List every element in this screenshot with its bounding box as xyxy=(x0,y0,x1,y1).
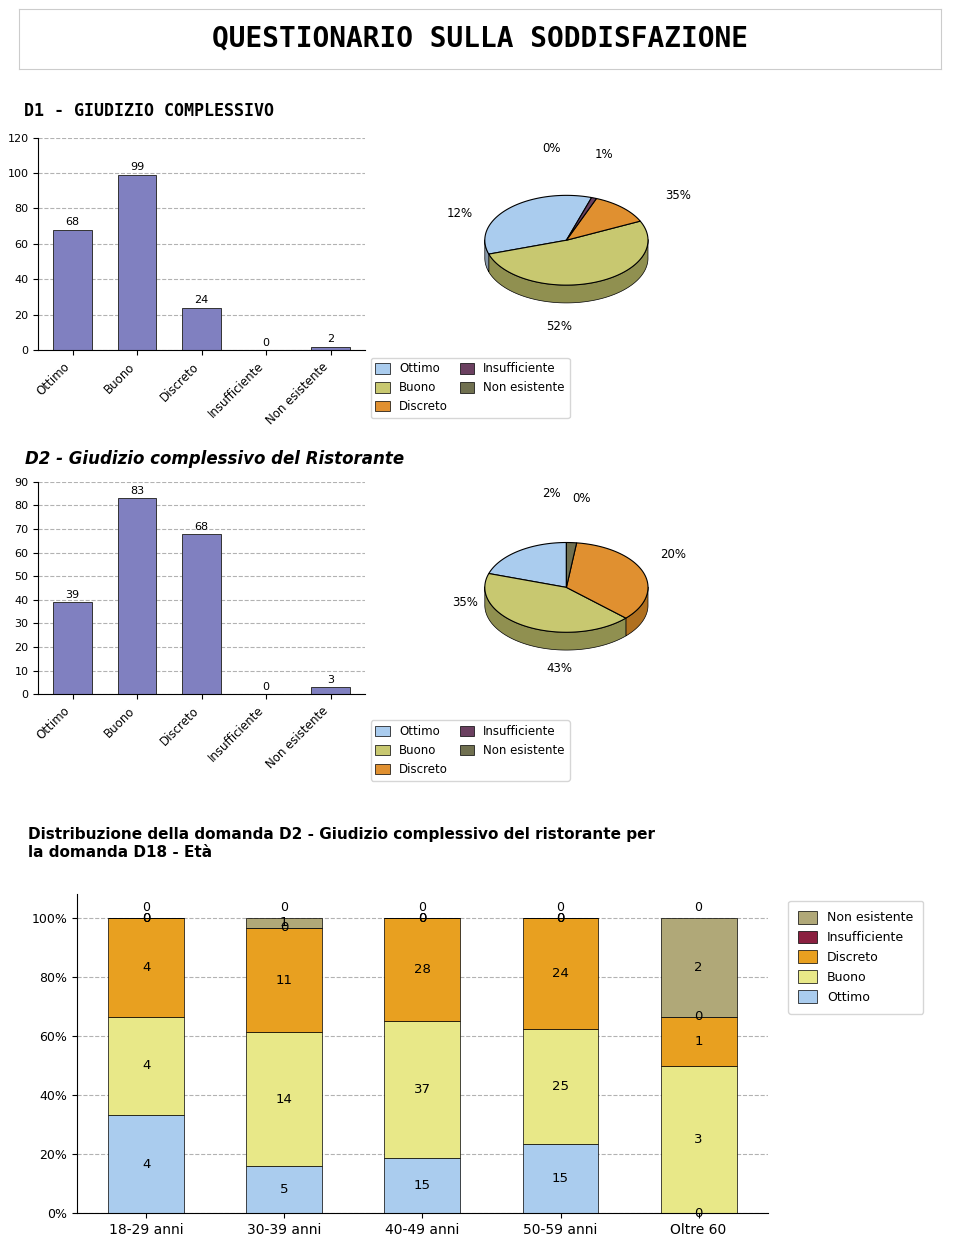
Text: 0: 0 xyxy=(695,901,703,913)
Bar xyxy=(182,534,221,694)
Text: QUESTIONARIO SULLA SODDISFAZIONE: QUESTIONARIO SULLA SODDISFAZIONE xyxy=(212,25,748,53)
Text: 3: 3 xyxy=(694,1133,703,1146)
Text: D2 - Giudizio complessivo del Ristorante: D2 - Giudizio complessivo del Ristorante xyxy=(25,450,404,468)
Text: 20%: 20% xyxy=(660,548,686,562)
Polygon shape xyxy=(485,573,626,632)
Polygon shape xyxy=(566,199,640,240)
Text: 15: 15 xyxy=(552,1172,569,1186)
Bar xyxy=(182,308,221,350)
Bar xyxy=(247,928,323,1032)
Polygon shape xyxy=(566,543,648,618)
Text: 2: 2 xyxy=(327,334,334,344)
Text: 0: 0 xyxy=(419,901,426,913)
Bar xyxy=(53,602,92,694)
Text: 39: 39 xyxy=(65,590,80,600)
Text: 24: 24 xyxy=(552,967,569,980)
Text: 0: 0 xyxy=(142,912,151,924)
Bar xyxy=(53,230,92,350)
Text: 0: 0 xyxy=(142,901,150,913)
Text: 28: 28 xyxy=(414,963,431,976)
Bar xyxy=(118,498,156,694)
Polygon shape xyxy=(566,198,596,240)
Polygon shape xyxy=(485,195,591,254)
Text: D1 - GIUDIZIO COMPLESSIVO: D1 - GIUDIZIO COMPLESSIVO xyxy=(24,103,274,120)
Bar xyxy=(660,918,736,1017)
Bar xyxy=(522,1028,598,1145)
Bar xyxy=(247,918,323,928)
Text: 14: 14 xyxy=(276,1092,293,1106)
Bar xyxy=(384,1022,461,1158)
Text: 35%: 35% xyxy=(452,595,478,609)
Text: 25: 25 xyxy=(552,1080,569,1093)
Text: 0: 0 xyxy=(280,901,288,913)
Text: 12%: 12% xyxy=(446,206,472,220)
Polygon shape xyxy=(485,587,626,651)
Text: 83: 83 xyxy=(130,487,144,497)
Text: 35%: 35% xyxy=(664,189,690,203)
Polygon shape xyxy=(489,239,648,303)
Bar xyxy=(108,918,184,1017)
Polygon shape xyxy=(626,587,648,636)
Polygon shape xyxy=(489,221,648,285)
Bar xyxy=(108,1017,184,1115)
Polygon shape xyxy=(485,240,489,271)
Bar xyxy=(660,1066,736,1213)
Text: 0%: 0% xyxy=(572,492,590,505)
Legend: Non esistente, Insufficiente, Discreto, Buono, Ottimo: Non esistente, Insufficiente, Discreto, … xyxy=(788,901,924,1013)
Text: 4: 4 xyxy=(142,1157,151,1171)
Text: 2%: 2% xyxy=(542,488,561,500)
Text: 68: 68 xyxy=(65,218,80,228)
Text: 1: 1 xyxy=(694,1035,703,1047)
Bar xyxy=(108,1115,184,1213)
Text: 0: 0 xyxy=(280,921,289,934)
Bar xyxy=(522,918,598,1028)
Bar xyxy=(247,1032,323,1166)
Text: 52%: 52% xyxy=(546,320,572,333)
Text: 0: 0 xyxy=(142,912,151,924)
Text: 0: 0 xyxy=(556,912,564,924)
Bar xyxy=(311,347,350,350)
Text: 0: 0 xyxy=(419,912,426,924)
Bar xyxy=(522,1145,598,1213)
Text: 4: 4 xyxy=(142,1060,151,1072)
Bar xyxy=(384,918,461,1022)
Text: 15: 15 xyxy=(414,1180,431,1192)
Text: 0: 0 xyxy=(694,1207,703,1220)
Text: 0: 0 xyxy=(263,682,270,692)
Text: 43%: 43% xyxy=(546,663,572,676)
Polygon shape xyxy=(489,543,566,588)
Text: 24: 24 xyxy=(195,295,208,305)
Text: 68: 68 xyxy=(195,522,208,532)
Legend: Ottimo, Buono, Discreto, Insufficiente, Non esistente: Ottimo, Buono, Discreto, Insufficiente, … xyxy=(371,721,569,781)
Text: 4: 4 xyxy=(142,961,151,973)
Text: 1: 1 xyxy=(280,917,289,929)
Text: 0: 0 xyxy=(556,912,564,924)
Bar xyxy=(247,1166,323,1213)
Bar xyxy=(384,1158,461,1213)
Text: 0%: 0% xyxy=(542,141,561,155)
Bar xyxy=(118,175,156,350)
Text: 0: 0 xyxy=(694,1010,703,1023)
Text: 2: 2 xyxy=(694,961,703,973)
Text: 99: 99 xyxy=(130,163,144,173)
Text: Distribuzione della domanda D2 - Giudizio complessivo del ristorante per
la doma: Distribuzione della domanda D2 - Giudizi… xyxy=(29,827,656,859)
Text: 1%: 1% xyxy=(594,148,612,160)
Text: 0: 0 xyxy=(557,901,564,913)
Text: 0: 0 xyxy=(419,912,426,924)
Bar xyxy=(311,687,350,694)
Text: 3: 3 xyxy=(327,676,334,686)
Legend: Ottimo, Buono, Discreto, Insufficiente, Non esistente: Ottimo, Buono, Discreto, Insufficiente, … xyxy=(371,358,569,418)
Bar xyxy=(660,1017,736,1066)
Polygon shape xyxy=(566,543,577,588)
Text: 5: 5 xyxy=(280,1183,289,1196)
Text: 37: 37 xyxy=(414,1083,431,1096)
Text: 11: 11 xyxy=(276,973,293,987)
Text: 0: 0 xyxy=(263,338,270,348)
